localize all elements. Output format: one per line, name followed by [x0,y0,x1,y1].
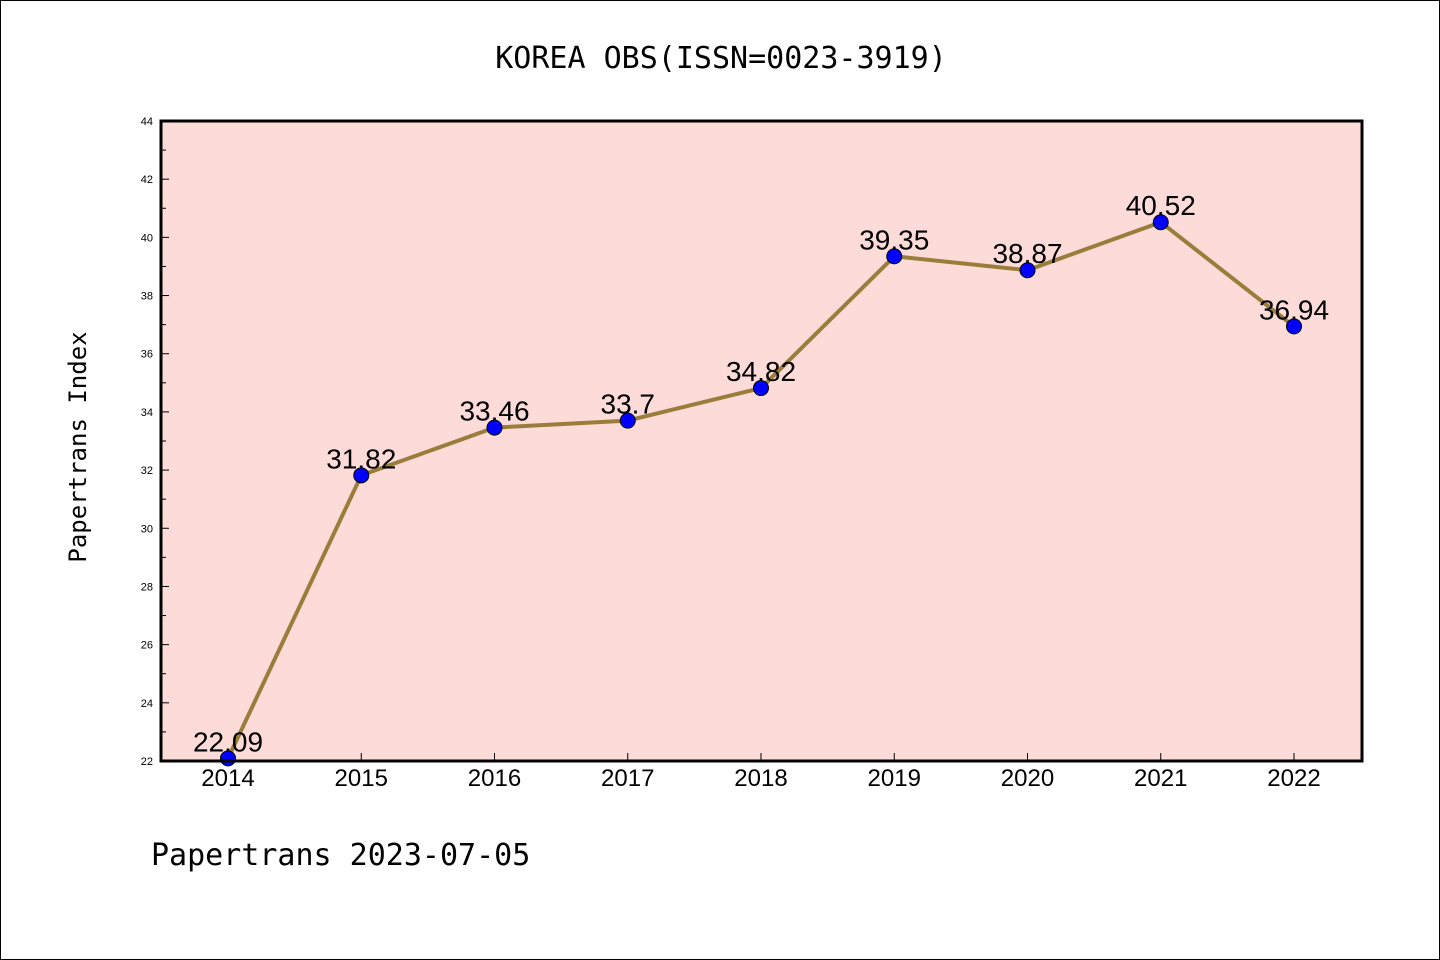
data-point [753,380,769,397]
y-tick-label: 28 [141,581,153,593]
data-point [1152,214,1169,231]
data-point [1286,318,1302,335]
data-label: 39.35 [859,224,929,255]
x-tick-label: 2021 [1134,765,1187,792]
data-label: 38.87 [992,238,1062,269]
data-point [619,412,636,429]
data-label: 36.94 [1259,294,1329,325]
footer-text: Papertrans 2023-07-05 [151,838,530,873]
y-tick-label: 32 [141,465,153,477]
data-label: 34.82 [726,356,796,387]
y-tick-label: 44 [141,116,153,128]
x-tick-label: 2020 [1001,765,1054,792]
data-point [486,419,503,436]
y-tick-label: 38 [141,291,153,303]
y-tick-label: 26 [141,640,153,652]
data-labels: 22.09 31.82 33.46 33.7 34.82 39.35 38.87 40.52 3… [193,190,1329,757]
data-label: 22.09 [193,726,263,757]
y-tick-label: 22 [141,756,153,768]
x-tick-label: 2018 [734,765,787,792]
y-axis-label: Papertrans Index [64,331,92,562]
data-point [886,248,903,265]
data-label: 40.52 [1126,190,1196,221]
x-tick-label: 2022 [1267,765,1320,792]
y-tick-label: 40 [141,232,153,244]
x-tick-label: 2015 [335,765,388,792]
y-axis: 22 24 26 28 30 32 34 36 38 40 42 44 [141,116,169,768]
y-tick-label: 24 [141,698,153,710]
x-tick-label: 2017 [601,765,654,792]
y-tick-label: 36 [141,349,153,361]
plot-frame [159,119,1364,763]
y-tick-label: 34 [141,407,153,419]
y-tick-label: 42 [141,174,153,186]
data-label: 31.82 [326,443,396,474]
data-label: 33.46 [459,396,529,427]
x-axis: 2014 2015 2016 2017 2018 2019 2020 2021 2022 [201,753,1321,792]
y-tick-label: 30 [141,523,153,535]
x-tick-label: 2016 [468,765,521,792]
x-tick-label: 2014 [201,765,254,792]
chart-title: KOREA OBS(ISSN=0023-3919) [495,41,947,76]
x-tick-label: 2019 [868,765,921,792]
data-point [1019,262,1036,279]
data-label: 33.7 [601,389,656,420]
data-point [353,467,370,484]
